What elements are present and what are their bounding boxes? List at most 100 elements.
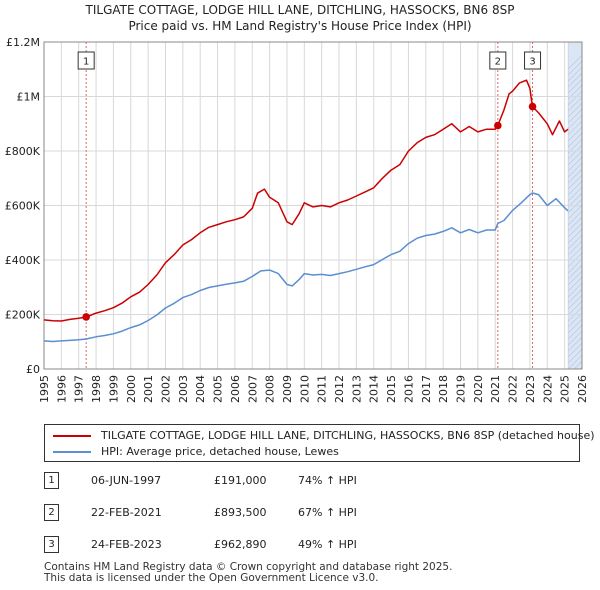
future-hatch-line: [567, 354, 583, 370]
x-tick-label: 2005: [212, 375, 225, 403]
sale-point: [82, 313, 90, 321]
future-hatch-line: [567, 300, 583, 316]
future-hatch-line: [567, 246, 583, 262]
future-hatch-line: [567, 144, 583, 160]
x-tick-label: 2022: [507, 375, 520, 403]
future-hatch-line: [567, 180, 583, 196]
x-tick-label: 2001: [142, 375, 155, 403]
sale-hpi-change: 49% ↑ HPI: [298, 538, 357, 551]
future-hatch-line: [567, 282, 583, 298]
x-tick-label: 2016: [402, 375, 415, 403]
footer: Contains HM Land Registry data © Crown c…: [44, 562, 452, 584]
future-hatch-line: [567, 240, 583, 256]
chart-title: TILGATE COTTAGE, LODGE HILL LANE, DITCHL…: [85, 3, 515, 17]
hpi-line-swatch: [53, 451, 91, 453]
property-line-swatch: [53, 435, 91, 437]
future-hatch-line: [567, 162, 583, 178]
x-tick-label: 1998: [90, 375, 103, 403]
future-hatch-line: [567, 54, 583, 70]
x-tick-label: 2012: [333, 375, 346, 403]
footer-license: This data is licensed under the Open Gov…: [44, 572, 379, 584]
x-tick-label: 2021: [489, 375, 502, 403]
y-tick-label: £600K: [5, 200, 41, 213]
future-hatch-line: [567, 102, 583, 118]
future-hatch-line: [567, 312, 583, 328]
x-tick-label: 2025: [559, 375, 572, 403]
x-tick-label: 2011: [316, 375, 329, 403]
x-tick-label: 1997: [73, 375, 86, 403]
x-tick-label: 1996: [55, 375, 68, 403]
x-tick-label: 1999: [107, 375, 120, 403]
sale-marker-number: 1: [83, 57, 89, 68]
x-tick-label: 2002: [159, 375, 172, 403]
hpi-line: [43, 192, 569, 343]
y-tick-label: £1.2M: [6, 36, 40, 49]
x-tick-label: 2020: [472, 375, 485, 403]
x-tick-label: 2006: [229, 375, 242, 403]
y-tick-label: £0: [26, 363, 40, 376]
sale-date: 06-JUN-1997: [91, 474, 162, 487]
x-tick-label: 2023: [524, 375, 537, 403]
future-hatch-line: [567, 210, 583, 226]
x-tick-label: 2024: [541, 375, 554, 403]
chart-subtitle: Price paid vs. HM Land Registry's House …: [128, 19, 471, 33]
future-hatch-line: [567, 234, 583, 250]
future-hatch-line: [567, 72, 583, 88]
property-price-line: [43, 79, 569, 322]
legend-hpi-label: HPI: Average price, detached house, Lewe…: [101, 445, 339, 458]
future-hatch-line: [567, 156, 583, 172]
sale-number-badge: 1: [44, 472, 59, 489]
y-tick-label: £1M: [17, 91, 41, 104]
future-hatch-line: [567, 174, 583, 190]
sale-row: 1 06-JUN-1997 £191,000 74% ↑ HPI: [44, 472, 584, 492]
future-hatch-line: [567, 96, 583, 112]
sale-row: 2 22-FEB-2021 £893,500 67% ↑ HPI: [44, 504, 584, 524]
x-tick-label: 2014: [368, 375, 381, 403]
sale-date: 24-FEB-2023: [91, 538, 162, 551]
plot-area: £0 £200K £400K £600K £800K £1M £1.2M 1995 1996 19…: [5, 36, 589, 403]
x-tick-label: 2008: [264, 375, 277, 403]
y-tick-label: £200K: [5, 309, 41, 322]
legend: TILGATE COTTAGE, LODGE HILL LANE, DITCHL…: [44, 424, 595, 462]
x-tick-label: 2019: [455, 375, 468, 403]
x-tick-label: 2015: [385, 375, 398, 403]
price-chart: TILGATE COTTAGE, LODGE HILL LANE, DITCHL…: [5, 3, 589, 403]
sale-number-badge: 2: [44, 504, 59, 521]
future-hatch-line: [567, 126, 583, 142]
future-hatch-line: [567, 288, 583, 304]
future-hatch-line: [567, 132, 583, 148]
future-hatch-line: [567, 60, 583, 76]
x-tick-label: 2018: [437, 375, 450, 403]
sale-marker-box: [524, 51, 542, 70]
future-hatch-line: [567, 318, 583, 334]
future-hatch-line: [567, 222, 583, 238]
future-hatch-line: [567, 294, 583, 310]
sale-price: £191,000: [214, 474, 267, 487]
x-tick-label: 2003: [177, 375, 190, 403]
x-tick-label: 2007: [246, 375, 259, 403]
future-hatch-line: [567, 324, 583, 340]
x-tick-label: 2000: [125, 375, 138, 403]
future-hatch-line: [567, 342, 583, 358]
sale-date: 22-FEB-2021: [91, 506, 162, 519]
future-hatch-line: [567, 276, 583, 292]
sale-point: [494, 121, 502, 130]
y-tick-label: £400K: [5, 254, 41, 267]
x-tick-label: 2010: [298, 375, 311, 403]
future-hatch-line: [567, 90, 583, 106]
future-hatch-line: [567, 258, 583, 274]
future-hatch-line: [567, 228, 583, 244]
sale-price: £962,890: [214, 538, 267, 551]
sale-marker-number: 3: [529, 57, 535, 68]
legend-property-label: TILGATE COTTAGE, LODGE HILL LANE, DITCHL…: [101, 429, 595, 442]
future-hatch-line: [567, 330, 583, 346]
future-hatch-line: [567, 168, 583, 184]
sale-row: 3 24-FEB-2023 £962,890 49% ↑ HPI: [44, 536, 584, 556]
future-hatch-line: [567, 198, 583, 214]
x-tick-label: 1995: [38, 375, 51, 403]
future-hatch-line: [567, 186, 583, 202]
sale-marker-box: [77, 51, 95, 70]
future-hatch-line: [567, 108, 583, 124]
plot-frame: [43, 41, 583, 370]
x-tick-label: 2013: [350, 375, 363, 403]
